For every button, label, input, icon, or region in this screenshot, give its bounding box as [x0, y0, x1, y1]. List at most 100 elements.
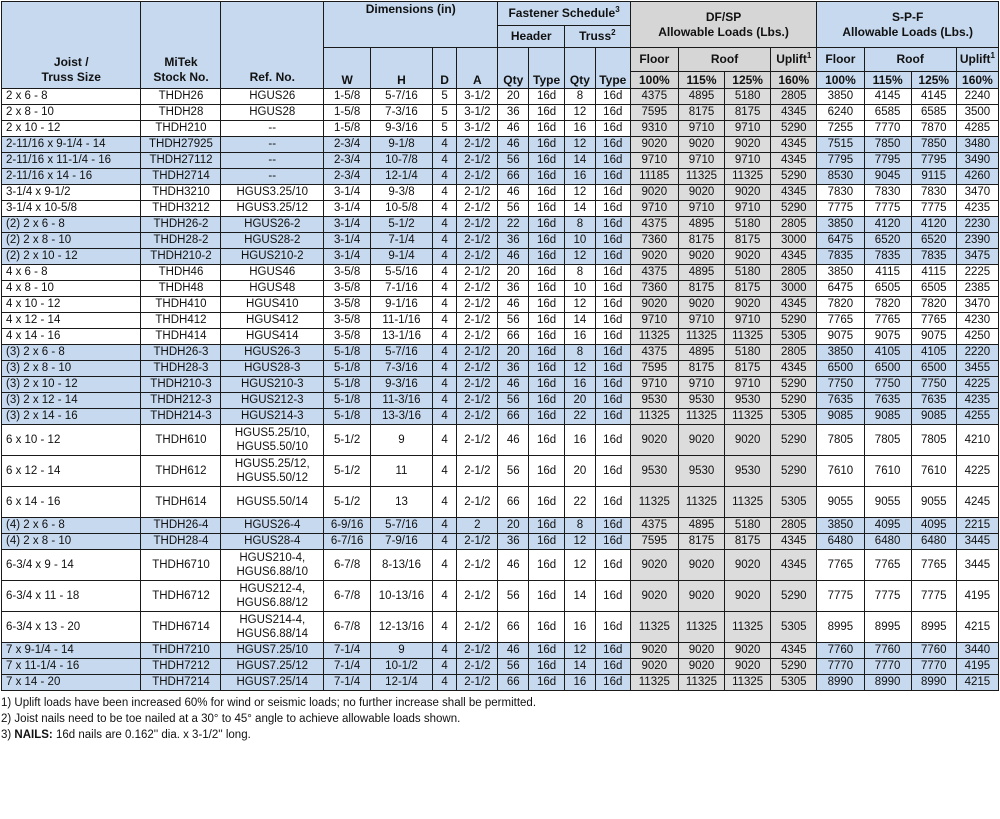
cell-spf-load: 7775	[816, 200, 865, 217]
cell-size: 4 x 8 - 10	[0, 280, 142, 297]
table-row: 7 x 9-1/4 - 14 THDH7210 HGUS7.25/10 7-1/4 9 4…	[0, 642, 1000, 659]
cell-h: 9-1/16	[370, 296, 433, 313]
cell-size: 2 x 8 - 10	[0, 104, 142, 121]
cell-spf-load: 4230	[955, 312, 1000, 329]
cell-dfsp-load: 9020	[629, 580, 679, 612]
dfsp-roof-header: Roof	[677, 47, 772, 72]
cell-spf-load: 4095	[863, 517, 912, 534]
cell-a: 2-1/2	[456, 328, 499, 345]
cell-header-qty: 66	[497, 611, 530, 643]
cell-spf-load: 7765	[816, 312, 865, 329]
cell-dfsp-load: 11185	[629, 168, 679, 185]
cell-ref: HGUS3.25/10	[220, 184, 325, 201]
cell-spf-load: 7750	[816, 376, 865, 393]
cell-d: 4	[431, 486, 458, 518]
cell-header-qty: 20	[497, 264, 530, 281]
cell-spf-load: 6480	[863, 533, 912, 550]
cell-spf-load: 7775	[863, 580, 912, 612]
cell-a: 2-1/2	[456, 674, 499, 691]
cell-w: 5-1/8	[323, 344, 372, 361]
cell-spf-load: 9055	[816, 486, 865, 518]
cell-header-type: 16d	[528, 168, 566, 185]
cell-dfsp-load: 9530	[629, 392, 679, 409]
cell-stock: THDH2714	[140, 168, 222, 185]
cell-dfsp-load: 5290	[770, 120, 818, 137]
cell-truss-type: 16d	[594, 104, 631, 121]
cell-stock: THDH612	[140, 455, 222, 487]
cell-dfsp-load: 2805	[770, 264, 818, 281]
cell-dfsp-load: 4345	[770, 296, 818, 313]
cell-dfsp-load: 11325	[677, 674, 726, 691]
dfsp-title: DF/SP	[705, 9, 742, 24]
cell-size: 6 x 10 - 12	[0, 424, 142, 456]
cell-dfsp-load: 4345	[770, 248, 818, 265]
cell-dfsp-load: 5290	[770, 168, 818, 185]
cell-ref: HGUS28-2	[220, 232, 325, 249]
table-row: 3-1/4 x 9-1/2 THDH3210 HGUS3.25/10 3-1/4 9-3…	[0, 184, 1000, 201]
cell-dfsp-load: 5305	[770, 674, 818, 691]
cell-a: 2-1/2	[456, 248, 499, 265]
cell-spf-load: 7870	[910, 120, 957, 137]
cell-spf-load: 7255	[816, 120, 865, 137]
table-row: 6 x 10 - 12 THDH610 HGUS5.25/10, HGUS5.50/…	[0, 424, 1000, 456]
cell-dfsp-load: 9020	[677, 248, 726, 265]
cell-dfsp-load: 5290	[770, 424, 818, 456]
cell-spf-load: 9115	[910, 168, 957, 185]
cell-a: 2-1/2	[456, 642, 499, 659]
cell-spf-load: 7835	[863, 248, 912, 265]
cell-spf-load: 4285	[955, 120, 1000, 137]
cell-w: 7-1/4	[323, 658, 372, 675]
cell-h: 13-3/16	[370, 408, 433, 425]
cell-spf-load: 3470	[955, 296, 1000, 313]
cell-w: 2-3/4	[323, 152, 372, 169]
cell-header-type: 16d	[528, 200, 566, 217]
cell-spf-load: 7820	[863, 296, 912, 313]
cell-dfsp-load: 9710	[724, 376, 772, 393]
cell-dfsp-load: 11325	[629, 611, 679, 643]
cell-dfsp-load: 5180	[724, 344, 772, 361]
cell-spf-load: 7515	[816, 136, 865, 153]
cell-dfsp-load: 7360	[629, 280, 679, 297]
cell-spf-load: 3480	[955, 136, 1000, 153]
cell-header-qty: 22	[497, 216, 530, 233]
cell-spf-load: 4105	[910, 344, 957, 361]
cell-w: 1-5/8	[323, 104, 372, 121]
cell-ref: HGUS26	[220, 88, 325, 105]
dimensions-header: Dimensions (in)	[323, 1, 499, 48]
table-row: 6-3/4 x 9 - 14 THDH6710 HGUS210-4, HGUS6.8…	[0, 549, 1000, 581]
table-row: 4 x 8 - 10 THDH48 HGUS48 3-5/8 7-1/16 4 2-1/2 3…	[0, 280, 1000, 297]
cell-header-qty: 46	[497, 248, 530, 265]
cell-dfsp-load: 9020	[677, 136, 726, 153]
cell-d: 4	[431, 328, 458, 345]
cell-truss-qty: 16	[564, 168, 596, 185]
cell-truss-type: 16d	[594, 264, 631, 281]
cell-ref: --	[220, 136, 325, 153]
cell-size: (3) 2 x 8 - 10	[0, 360, 142, 377]
cell-spf-load: 2385	[955, 280, 1000, 297]
cell-header-qty: 56	[497, 200, 530, 217]
cell-spf-load: 7760	[910, 642, 957, 659]
cell-dfsp-load: 8175	[677, 280, 726, 297]
cell-d: 4	[431, 312, 458, 329]
cell-spf-load: 4120	[910, 216, 957, 233]
cell-dfsp-load: 8175	[677, 360, 726, 377]
cell-header-type: 16d	[528, 232, 566, 249]
cell-spf-load: 7770	[816, 658, 865, 675]
cell-header-type: 16d	[528, 120, 566, 137]
cell-header-qty: 20	[497, 517, 530, 534]
cell-size: 7 x 11-1/4 - 16	[0, 658, 142, 675]
cell-a: 2-1/2	[456, 232, 499, 249]
cell-spf-load: 2225	[955, 264, 1000, 281]
cell-ref: HGUS414	[220, 328, 325, 345]
cell-dfsp-load: 7595	[629, 104, 679, 121]
cell-d: 4	[431, 517, 458, 534]
cell-truss-type: 16d	[594, 312, 631, 329]
cell-spf-load: 9055	[863, 486, 912, 518]
cell-w: 3-5/8	[323, 312, 372, 329]
cell-dfsp-load: 9710	[677, 120, 726, 137]
cell-truss-type: 16d	[594, 486, 631, 518]
cell-truss-qty: 8	[564, 517, 596, 534]
cell-a: 3-1/2	[456, 88, 499, 105]
cell-stock: THDH412	[140, 312, 222, 329]
cell-spf-load: 3500	[955, 104, 1000, 121]
